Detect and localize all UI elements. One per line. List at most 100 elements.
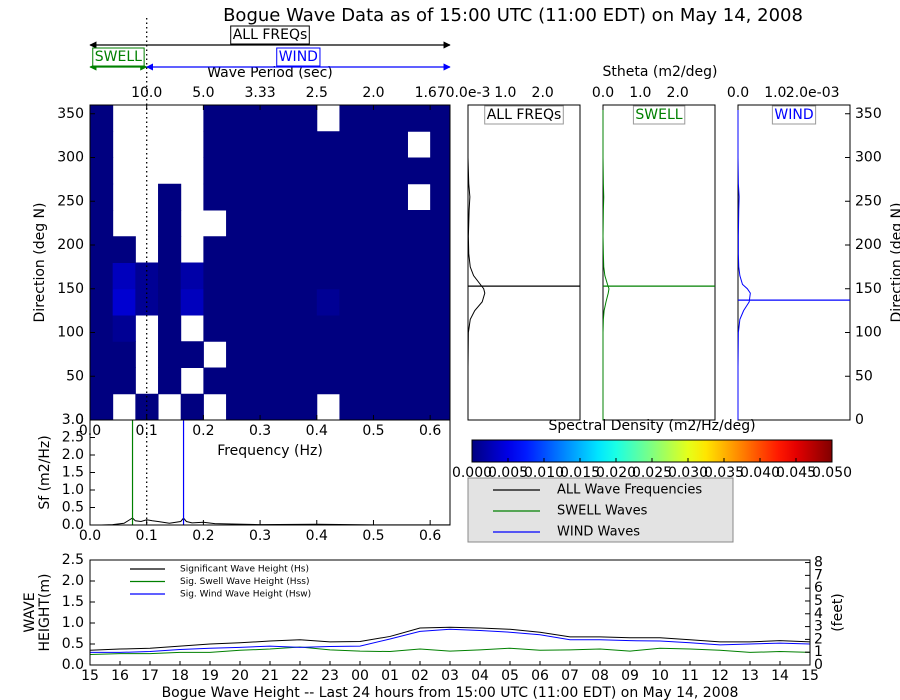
heatmap-cell <box>362 341 386 368</box>
colorbar-tick-label: 0.045 <box>776 465 816 481</box>
heatmap-cell <box>430 236 450 263</box>
y-tick-label: 100 <box>855 325 882 341</box>
x-axis-label: Stheta (m2/deg) <box>603 64 718 80</box>
heatmap-cell <box>112 367 136 395</box>
heatmap-cell <box>384 262 408 290</box>
direction-curve <box>602 105 610 420</box>
y-tick-label: 300 <box>57 150 84 166</box>
y-tick-label: 2.5 <box>62 430 84 446</box>
heatmap-cell <box>203 367 227 395</box>
heatmap-cell <box>339 262 363 290</box>
y2-axis-label: (feet) <box>830 593 846 632</box>
y-tick-label: 350 <box>57 106 84 122</box>
y-tick-label: 150 <box>855 281 882 297</box>
heatmap-cell <box>248 157 272 185</box>
heatmap-cell <box>135 393 159 420</box>
y2-tick-label: 2 <box>814 631 823 647</box>
heatmap-cell <box>384 315 408 342</box>
heatmap-cell <box>248 131 272 158</box>
label-box <box>276 47 321 67</box>
legend-label: ALL Wave Frequencies <box>557 483 702 498</box>
x-tick-label: 2.0e-03 <box>786 85 840 101</box>
x-tick-label: 0.0 <box>79 528 101 544</box>
band-label: WIND <box>279 49 318 65</box>
heatmap-cell <box>248 315 272 342</box>
heatmap-cell <box>90 288 114 316</box>
x-tick-label: 18 <box>171 668 189 684</box>
heatmap-cell <box>226 236 250 263</box>
x-tick-label: 0.0 <box>727 85 749 101</box>
x-tick-label: 0.5 <box>362 423 384 439</box>
heatmap-cell <box>407 236 431 263</box>
heatmap-cell <box>384 105 408 132</box>
y2-tick-label: 7 <box>814 567 823 583</box>
heatmap-cell <box>180 393 204 420</box>
heatmap-cell <box>384 367 408 395</box>
heatmap-cell <box>339 157 363 185</box>
x-tick-label: 06 <box>531 668 549 684</box>
y-tick-label: 0 <box>75 412 84 428</box>
heatmap-cell <box>430 157 450 185</box>
heatmap-cell <box>407 315 431 342</box>
spectrum-line <box>90 517 450 526</box>
heatmap-cell <box>112 315 136 342</box>
y-tick-label: 1.0 <box>62 482 84 498</box>
heatmap-cell <box>248 341 272 368</box>
heatmap-cell <box>362 157 386 185</box>
heatmap-cell <box>248 183 272 211</box>
label-box <box>484 105 564 125</box>
heatmap-cell <box>384 131 408 158</box>
heatmap-cell <box>158 288 182 316</box>
x-tick-label: 20 <box>231 668 249 684</box>
heatmap-cell <box>316 367 340 395</box>
x-axis-label: Frequency (Hz) <box>217 443 323 459</box>
colorbar-tick-label: 0.005 <box>488 465 528 481</box>
label-box <box>632 105 686 125</box>
x-tick-label: 02 <box>411 668 429 684</box>
heatmap-cell <box>384 236 408 263</box>
heatmap-cell <box>271 157 295 185</box>
heatmap-cell <box>339 288 363 316</box>
label-box <box>230 25 310 45</box>
heatmap-cell <box>226 393 250 420</box>
x-tick-label: 0.3 <box>249 528 271 544</box>
heatmap-cell <box>248 105 272 132</box>
heatmap-cell <box>271 131 295 158</box>
y-tick-label: 200 <box>57 237 84 253</box>
heatmap-cell <box>407 341 431 368</box>
x-tick-label: 0.3 <box>249 423 271 439</box>
heatmap-cell <box>362 210 386 237</box>
heatmap-cell <box>226 131 250 158</box>
panel-title: SWELL <box>635 107 682 123</box>
y-tick-label: 0.5 <box>62 636 84 652</box>
heatmap-cell <box>90 393 114 420</box>
heatmap-cell <box>430 262 450 290</box>
x-tick-label: 16 <box>111 668 129 684</box>
x-tick-label: 1.0 <box>494 85 516 101</box>
heatmap-cell <box>316 315 340 342</box>
heatmap-cell <box>362 183 386 211</box>
heatmap-cell <box>226 210 250 237</box>
heatmap-cell <box>362 131 386 158</box>
heatmap-cell <box>384 341 408 368</box>
y-tick-label: 0.0 <box>62 657 84 673</box>
colorbar-label: Spectral Density (m2/Hz/deg) <box>548 418 755 434</box>
heatmap-cell <box>362 288 386 316</box>
x-tick-label: 15 <box>801 668 819 684</box>
x-tick-label: 09 <box>621 668 639 684</box>
y-axis-label: Direction (deg N) <box>32 203 48 323</box>
heatmap-cell <box>271 236 295 263</box>
heatmap-cell <box>226 315 250 342</box>
heatmap-cell <box>384 210 408 237</box>
colorbar-tick-label: 0.040 <box>740 465 780 481</box>
heatmap-cell <box>158 341 182 368</box>
x-tick-label: 0.2 <box>192 423 214 439</box>
heatmap-cell <box>407 157 431 185</box>
x-tick-label: 2.0 <box>667 85 689 101</box>
heatmap-cell <box>339 393 363 420</box>
heatmap-cell <box>339 105 363 132</box>
x-tick-label: 0.5 <box>362 528 384 544</box>
x2-tick-label: 2.0 <box>362 85 384 101</box>
x-tick-label: 19 <box>201 668 219 684</box>
y-tick-label: 1.0 <box>62 615 84 631</box>
